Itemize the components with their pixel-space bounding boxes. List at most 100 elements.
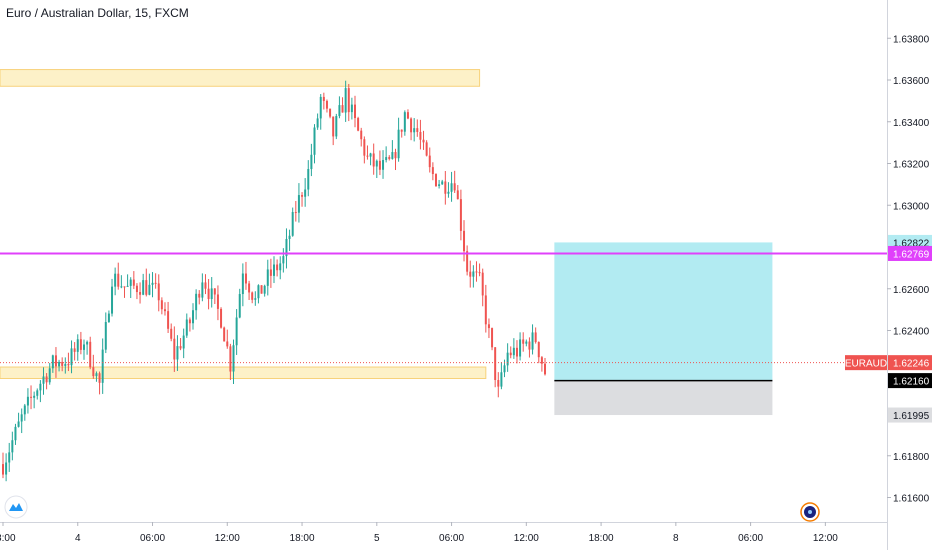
target-core [808,510,812,514]
candle [73,342,76,361]
candle-body [335,116,338,137]
candle [229,343,232,381]
candle [350,97,353,120]
candle-body [282,256,285,264]
candle-body [254,298,257,300]
candle [195,289,198,320]
candle-body [273,264,276,276]
candle [223,326,226,342]
candle-body [248,283,251,293]
candle [226,329,229,349]
candle-body [64,364,67,366]
candle-body [506,352,509,366]
price-zone [0,366,487,380]
candle-body [8,452,11,463]
candle-body [444,181,447,194]
candle [241,263,244,307]
symbol-title: Euro / Australian Dollar, 15, FXCM [6,6,189,20]
candle [26,388,29,414]
candle [325,99,328,113]
candle-body [375,160,378,167]
candle [61,357,64,372]
candle [322,92,325,110]
candle [363,136,366,164]
candle [23,403,26,421]
candle [207,279,210,310]
candle [42,367,45,395]
x-tick-label: 06:00 [439,533,464,544]
candle [428,147,431,173]
candle-body [329,108,332,117]
candle [307,160,310,197]
candle [176,335,179,371]
candle-body [341,105,344,113]
candle-body [129,279,132,286]
candle [544,357,547,376]
candle [403,110,406,136]
candle [491,327,494,351]
candle [148,273,151,296]
candle-body [347,88,350,113]
candle-body [107,313,110,322]
candle-body [406,112,409,119]
candle-body [104,321,107,350]
candle-body [350,104,353,113]
candle-body [201,282,204,298]
y-tick-label: 1.63200 [893,160,930,171]
candle [472,265,475,288]
candle [107,310,110,323]
candle [419,119,422,150]
candle-body [422,139,425,143]
candle [216,285,219,321]
candle [95,371,98,382]
candle [494,347,497,388]
candle-body [98,373,101,383]
candle-body [17,421,20,427]
candle-body [204,282,207,289]
candle [126,274,129,287]
candle-body [117,273,120,287]
candle-body [154,282,157,284]
candle-body [537,342,540,358]
candle [329,108,332,119]
candle [114,267,117,296]
candle [434,173,437,187]
candle [335,113,338,140]
candle-body [413,128,416,133]
candle-body [487,324,490,329]
candle-body [453,183,456,191]
candle [142,273,145,296]
candle [509,346,512,359]
candle-body [176,346,179,360]
candle [232,339,235,384]
price-label-entry [888,373,932,389]
candle [413,118,416,142]
candle-body [344,88,347,113]
candle [422,130,425,150]
candle-body [73,348,76,352]
candle-body [213,288,216,295]
candle [469,260,472,288]
candle [101,338,104,394]
candle [463,220,466,262]
candle [285,228,288,269]
candle [425,140,428,157]
candle [129,277,132,299]
candle-body [157,283,160,301]
candle-body [403,112,406,132]
candle-body [145,280,148,295]
candle [54,347,57,378]
candle [269,258,272,288]
candle [89,336,92,370]
candle-body [23,405,26,415]
candle-body [509,352,512,356]
candle [64,357,67,374]
candle-body [279,263,282,271]
candle-body [313,127,316,155]
candle-body [515,347,518,357]
candle-body [378,160,381,170]
candle-body [416,128,419,132]
candle [353,95,356,128]
candle-body [360,130,363,140]
